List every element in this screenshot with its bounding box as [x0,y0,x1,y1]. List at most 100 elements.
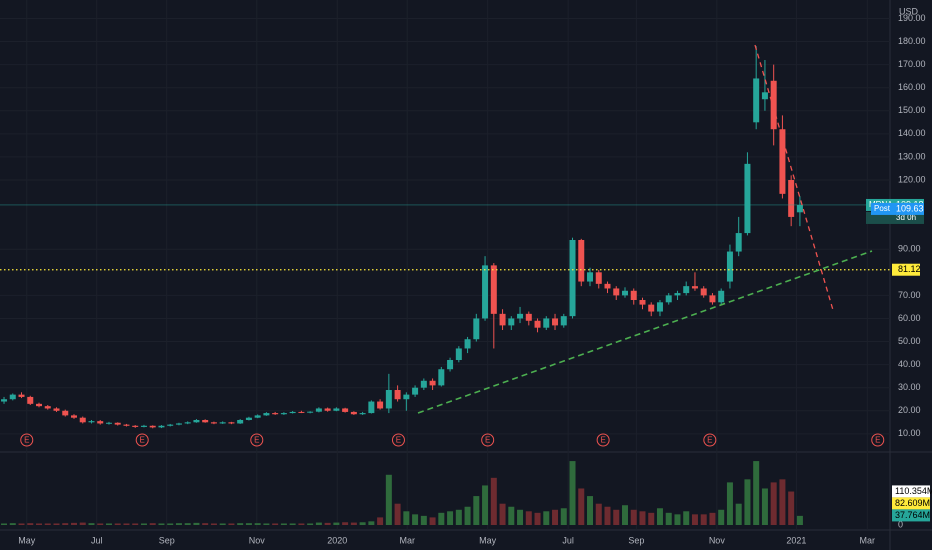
candle-body [788,180,795,217]
y-tick-label: 140.00 [898,128,926,138]
candle-body [307,411,314,413]
candle-body [219,422,226,424]
volume-bar [254,523,261,525]
candle-body [490,265,497,314]
earnings-label: E [254,436,259,445]
volume-bar [543,511,550,525]
candle-body [254,415,261,418]
volume-label-badge [892,485,930,498]
volume-bar [604,506,611,525]
volume-bar [761,488,768,525]
x-tick-label: Nov [709,535,726,545]
candle-body [508,318,515,326]
volume-bar [184,523,191,525]
candle-body [438,369,445,386]
candle-body [114,422,121,425]
y-tick-label: 120.00 [898,174,926,184]
volume-bar [245,523,252,525]
volume-bar [140,523,147,525]
marks [0,46,890,525]
volume-bar [429,517,436,525]
x-tick-label: Sep [628,535,644,545]
candle-body [796,204,803,213]
price-line-label: 81.12 [898,264,921,274]
trend-line [417,250,873,414]
volume-bar [674,514,681,525]
candle-body [333,408,340,411]
candle-body [630,290,637,300]
candle-body [543,318,550,328]
volume-bar [595,503,602,525]
x-tick-label: May [18,535,36,545]
volume-bar [718,509,725,525]
x-tick-label: 2021 [786,535,806,545]
volume-label: 110.354M [895,486,932,496]
volume-bar [473,496,480,525]
candle-body [420,380,427,388]
candle-body [464,339,471,349]
candle-body [552,318,559,326]
candle-body [53,408,60,411]
candle-body [455,348,462,360]
volume-bar [455,509,462,525]
candle-body [350,411,357,415]
candle-body [97,421,104,424]
candle-body [105,422,112,424]
volume-bar [263,523,270,525]
volume-bar [517,509,524,525]
volume-bar [569,461,576,525]
candle-body [779,129,786,194]
candle-body [753,78,760,123]
volume-bar [88,523,95,525]
candle-body [718,290,725,303]
y-tick-label: 190.00 [898,13,926,23]
volume-bar [726,482,733,525]
earnings-marker [596,433,610,447]
volume-bar [9,523,16,525]
candle-body [315,408,322,412]
candle-body [674,293,681,296]
candle-body [149,425,156,428]
volume-bar [62,523,69,525]
volume-bar [175,523,182,525]
y-tick-label: 20.00 [898,405,921,415]
volume-bar [219,523,226,525]
volume-bar [744,479,751,525]
candle-body [263,413,270,416]
x-tick-label: Mar [860,535,876,545]
volume-bar [36,523,43,525]
candle-body [27,396,34,404]
volume-bar [683,511,690,525]
volume-bar [359,522,366,525]
candle-body [517,313,524,319]
volume-bar [280,523,287,525]
volume-bar [691,514,698,525]
post-price-label: 109.63 [896,203,924,213]
volume-bar [735,503,742,525]
candle-body [499,313,506,326]
volume-label-badge [892,509,930,522]
earnings-marker [391,433,405,447]
volume-bar [193,522,200,525]
volume-bar [770,482,777,525]
volume-bar [167,523,174,525]
volume-bar [665,512,672,525]
volume-bar [700,514,707,525]
candle-body [385,390,392,409]
volume-bar [324,522,331,525]
candle-body [447,360,454,370]
volume-bar [114,523,121,525]
candle-body [70,415,77,418]
candle-body [175,423,182,425]
volume-bar [53,523,60,525]
earnings-marker [871,433,885,447]
volume-bar [508,506,515,525]
candle-body [735,233,742,252]
volume-bar [796,515,803,525]
candle-body [639,300,646,305]
volume-bar [368,521,375,525]
candle-body [228,422,235,424]
y-tick-label: 50.00 [898,336,921,346]
